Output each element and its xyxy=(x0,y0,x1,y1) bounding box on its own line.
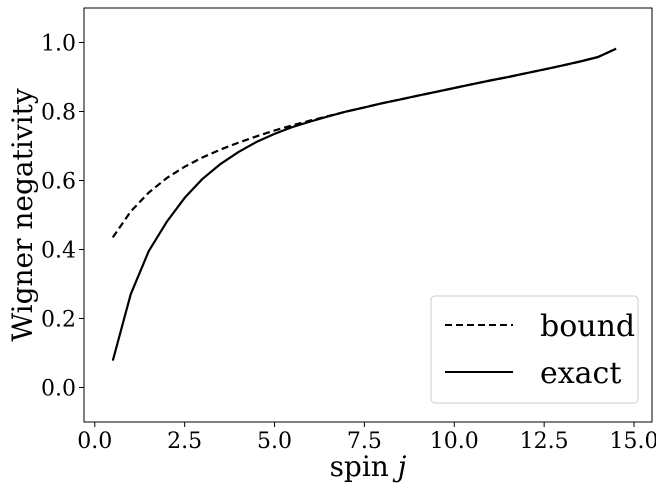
series-lines xyxy=(111,47,617,361)
x-tick-label: 0.0 xyxy=(77,429,112,454)
plot-area-frame xyxy=(83,7,653,423)
y-axis-ticks: 0.0 0.2 0.4 0.6 0.8 1.0 xyxy=(41,32,84,402)
x-axis-label: spin j xyxy=(330,450,407,483)
legend-bound-label: bound xyxy=(540,309,635,344)
y-tick-label: 0.4 xyxy=(41,239,76,264)
x-tick-label: 15.0 xyxy=(610,429,656,454)
y-tick-label: 0.0 xyxy=(41,377,76,402)
x-tick-label: 12.5 xyxy=(520,429,569,454)
y-tick-label: 0.6 xyxy=(41,170,76,195)
series-line-bound xyxy=(111,47,617,239)
series-line-exact xyxy=(111,47,617,361)
x-axis-ticks: 0.0 2.5 5.0 7.5 10.0 12.5 15.0 xyxy=(77,422,656,454)
legend-box xyxy=(430,295,639,404)
x-axis-label-main: spin xyxy=(330,450,398,483)
x-tick-label: 5.0 xyxy=(257,429,292,454)
x-tick-label: 2.5 xyxy=(167,429,202,454)
legend-exact-label: exact xyxy=(540,356,621,391)
y-tick-label: 1.0 xyxy=(41,32,76,57)
y-tick-label: 0.2 xyxy=(41,308,76,333)
x-tick-label: 10.0 xyxy=(430,429,479,454)
legend: bound exact xyxy=(430,295,639,404)
y-axis-label: Wigner negativity xyxy=(6,88,39,342)
x-tick-label: 7.5 xyxy=(347,429,382,454)
y-tick-label: 0.8 xyxy=(41,101,76,126)
